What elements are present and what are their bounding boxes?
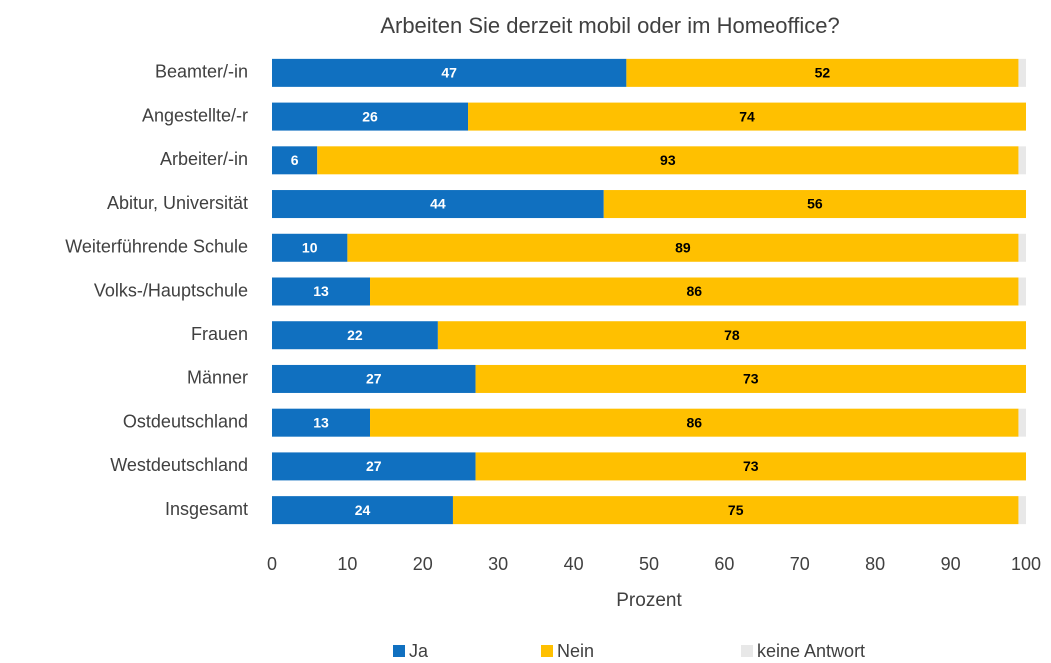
data-label: 47 [441, 65, 457, 81]
bar-segment [272, 452, 476, 481]
data-label: 6 [291, 152, 299, 168]
bar-segment [272, 496, 453, 525]
legend-swatch [541, 645, 553, 657]
y-tick-label: Ostdeutschland [123, 411, 248, 431]
bar-segment [272, 408, 371, 437]
bar-segment [272, 321, 438, 350]
x-tick-label: 50 [639, 554, 659, 574]
data-label: 13 [313, 283, 329, 299]
bar-segment [272, 364, 476, 393]
data-label: 93 [660, 152, 676, 168]
legend-label: Ja [409, 641, 429, 661]
y-tick-label: Angestellte/-r [142, 105, 248, 125]
bar-segment [603, 190, 1026, 219]
x-tick-label: 80 [865, 554, 885, 574]
bar-segment [272, 146, 318, 175]
y-tick-label: Volks-/Hauptschule [94, 280, 248, 300]
bar-segment [1018, 233, 1026, 262]
x-axis-label: Prozent [616, 590, 682, 611]
y-tick-label: Abitur, Universität [107, 193, 248, 213]
x-tick-label: 40 [564, 554, 584, 574]
bar-segment [347, 233, 1019, 262]
data-label: 74 [739, 108, 755, 124]
bar-segment [1018, 408, 1026, 437]
legend-swatch [393, 645, 405, 657]
x-tick-label: 90 [941, 554, 961, 574]
data-label: 73 [743, 371, 759, 387]
data-label: 13 [313, 414, 329, 430]
data-label: 73 [743, 458, 759, 474]
bar-segment [475, 364, 1027, 393]
y-tick-label: Insgesamt [165, 499, 248, 519]
bar-segment [317, 146, 1019, 175]
bar-segment [475, 452, 1027, 481]
bar-segment [272, 190, 604, 219]
bar-segment [1018, 277, 1026, 306]
x-tick-label: 70 [790, 554, 810, 574]
legend-label: Nein [557, 641, 594, 661]
data-label: 10 [302, 239, 318, 255]
y-tick-label: Männer [187, 368, 248, 388]
x-tick-label: 10 [337, 554, 357, 574]
data-label: 89 [675, 239, 691, 255]
legend-swatch [741, 645, 753, 657]
data-label: 78 [724, 327, 740, 343]
bar-segment [626, 58, 1019, 87]
y-tick-label: Frauen [191, 324, 248, 344]
chart-title: Arbeiten Sie derzeit mobil oder im Homeo… [380, 13, 839, 38]
data-label: 27 [366, 371, 382, 387]
bar-segment [1018, 58, 1026, 87]
data-label: 86 [686, 414, 702, 430]
data-label: 44 [430, 196, 446, 212]
bar-segment [370, 408, 1019, 437]
bar-segment [468, 102, 1026, 131]
y-tick-label: Beamter/-in [155, 62, 248, 82]
data-label: 56 [807, 196, 823, 212]
data-label: 75 [728, 502, 744, 518]
data-label: 22 [347, 327, 363, 343]
bar-segment [452, 496, 1019, 525]
bar-segment [437, 321, 1026, 350]
x-tick-label: 0 [267, 554, 277, 574]
x-tick-label: 60 [714, 554, 734, 574]
data-label: 26 [362, 108, 378, 124]
x-tick-label: 100 [1011, 554, 1041, 574]
data-label: 24 [355, 502, 371, 518]
x-tick-label: 20 [413, 554, 433, 574]
bar-segment [272, 233, 348, 262]
bar-segment [370, 277, 1019, 306]
legend-label: keine Antwort [757, 641, 865, 661]
bar-segment [272, 277, 371, 306]
data-label: 86 [686, 283, 702, 299]
y-tick-label: Weiterführende Schule [65, 237, 248, 257]
y-tick-label: Arbeiter/-in [160, 149, 248, 169]
data-label: 52 [815, 65, 831, 81]
y-tick-label: Westdeutschland [110, 455, 248, 475]
x-tick-label: 30 [488, 554, 508, 574]
data-label: 27 [366, 458, 382, 474]
bar-segment [272, 102, 469, 131]
bar-segment [1018, 146, 1026, 175]
bar-segment [1018, 496, 1026, 525]
bar-segment [272, 58, 627, 87]
